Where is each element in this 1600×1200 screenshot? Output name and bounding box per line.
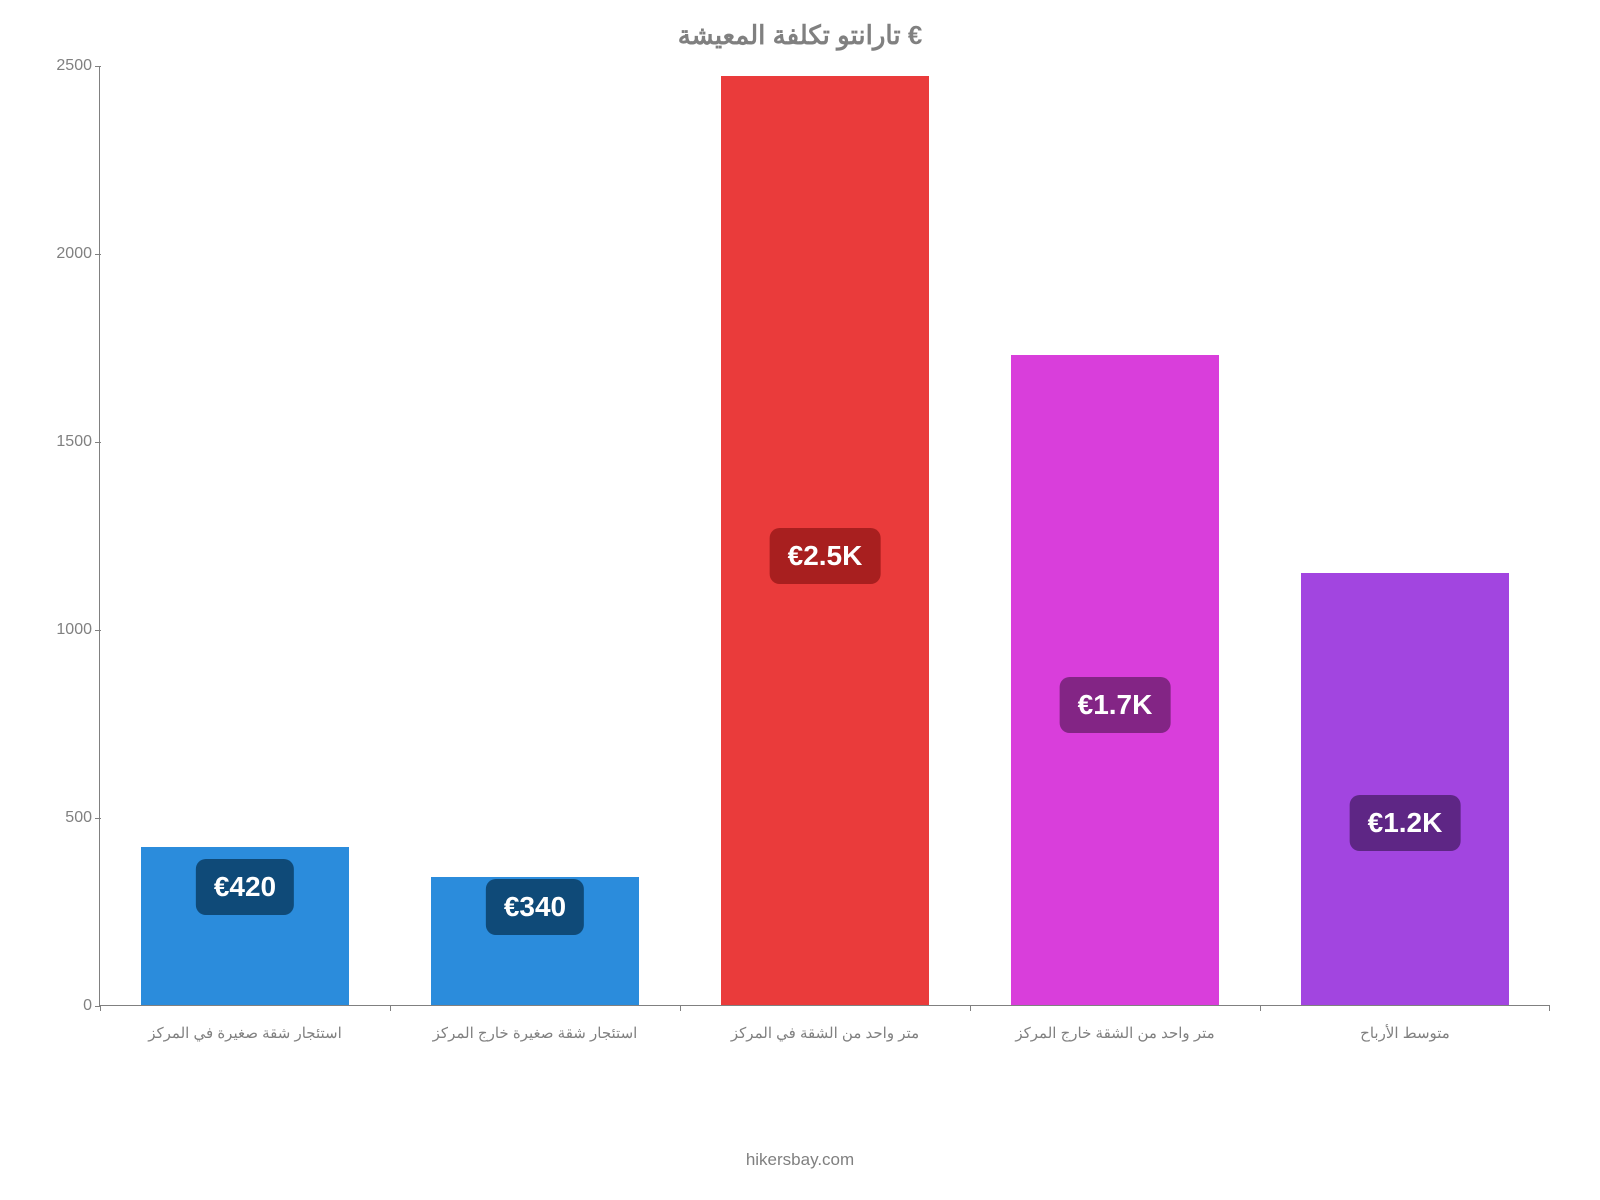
x-axis-label: متوسط الأرباح	[1260, 1006, 1550, 1066]
bar: €1.2K	[1301, 573, 1510, 1005]
plot-area: 05001000150020002500 €420€340€2.5K€1.7K€…	[50, 66, 1550, 1006]
y-tick-label: 1000	[56, 621, 92, 639]
y-axis: 05001000150020002500	[50, 66, 100, 1006]
bar: €1.7K	[1011, 355, 1220, 1005]
x-axis-label: متر واحد من الشقة في المركز	[680, 1006, 970, 1066]
x-axis-label: متر واحد من الشقة خارج المركز	[970, 1006, 1260, 1066]
bar-value-label: €1.2K	[1350, 795, 1461, 851]
x-axis: استئجار شقة صغيرة في المركزاستئجار شقة ص…	[100, 1006, 1550, 1066]
chart-title: تارانتو تكلفة المعيشة €	[50, 20, 1550, 51]
x-axis-label: استئجار شقة صغيرة في المركز	[100, 1006, 390, 1066]
x-axis-label: استئجار شقة صغيرة خارج المركز	[390, 1006, 680, 1066]
chart-footer: hikersbay.com	[0, 1150, 1600, 1170]
bar-value-label: €2.5K	[770, 528, 881, 584]
y-tick-label: 0	[83, 997, 92, 1015]
bar-value-label: €420	[196, 859, 294, 915]
bar: €420	[141, 847, 350, 1005]
y-tick-label: 2000	[56, 245, 92, 263]
bar-value-label: €1.7K	[1060, 677, 1171, 733]
y-tick-label: 2500	[56, 57, 92, 75]
y-tick-label: 500	[65, 809, 92, 827]
bars-area: €420 €340 €2.5K €1.7K €1.2K	[100, 66, 1550, 1006]
y-tick-label: 1500	[56, 433, 92, 451]
bar: €2.5K	[721, 76, 930, 1005]
chart-container: تارانتو تكلفة المعيشة € 0 500 1000 1500 2000…	[50, 20, 1550, 1090]
bar: €340	[431, 877, 640, 1005]
bar-value-label: €340	[486, 879, 584, 935]
